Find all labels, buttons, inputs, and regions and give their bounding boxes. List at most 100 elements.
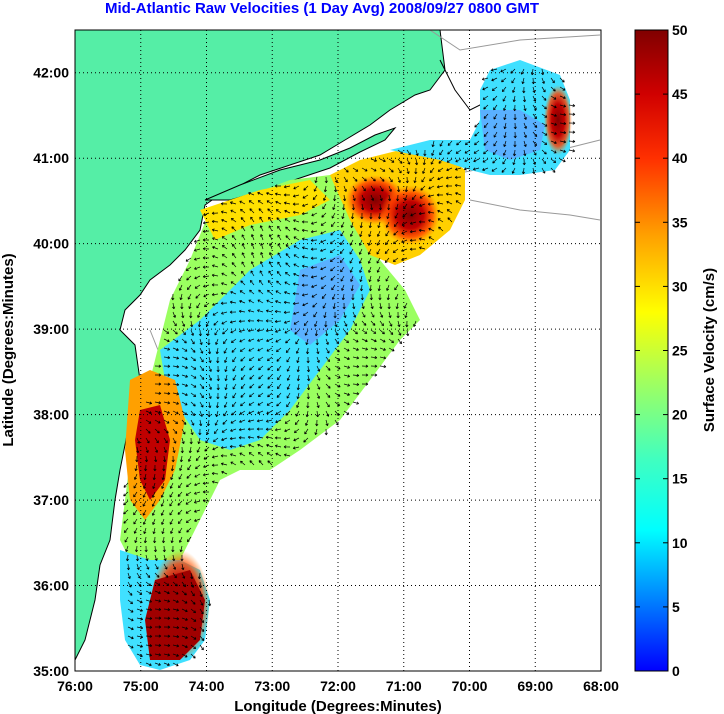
velocity-arrow (438, 158, 444, 164)
velocity-arrow (196, 446, 201, 453)
velocity-arrow (266, 299, 273, 304)
velocity-arrow (188, 446, 192, 454)
velocity-arrow (323, 311, 327, 319)
velocity-arrow (406, 329, 410, 337)
velocity-arrow (163, 329, 170, 334)
colorbar-gradient (634, 29, 669, 672)
velocity-arrow (295, 338, 300, 345)
velocity-arrow (186, 473, 192, 479)
velocity-arrow (179, 545, 183, 553)
velocity-arrow (393, 230, 399, 236)
velocity-arrow (190, 356, 196, 362)
velocity-arrow (160, 491, 165, 498)
velocity-arrow (388, 347, 395, 352)
velocity-arrow (320, 230, 327, 235)
velocity-arrow (194, 518, 201, 522)
velocity-arrow (171, 293, 175, 301)
velocity-arrow (439, 149, 444, 156)
velocity-arrow (154, 662, 161, 666)
velocity-arrow (194, 473, 201, 478)
velocity-arrow (513, 104, 517, 112)
velocity-arrow (163, 643, 171, 648)
velocity-arrow (145, 662, 152, 667)
velocity-arrow (151, 491, 156, 498)
velocity-arrow (221, 218, 228, 223)
velocity-arrow (195, 464, 201, 470)
velocity-arrow (197, 320, 202, 328)
velocity-arrow (293, 245, 300, 250)
velocity-arrow (194, 266, 201, 270)
velocity-arrow (202, 274, 210, 279)
velocity-arrow (240, 365, 246, 371)
velocity-arrow (419, 203, 426, 207)
colorbar-tick-label: 50 (672, 22, 688, 38)
velocity-arrow (352, 401, 360, 405)
velocity-arrow (431, 140, 435, 148)
velocity-arrow (482, 167, 489, 171)
velocity-arrow (257, 338, 264, 342)
velocity-arrow (169, 482, 174, 489)
velocity-arrow (239, 300, 246, 304)
velocity-arrow (324, 320, 328, 328)
velocity-arrow (436, 193, 444, 197)
velocity-arrow (275, 410, 282, 415)
velocity-arrow (293, 272, 300, 277)
velocity-arrow (332, 203, 336, 210)
velocity-arrow (215, 338, 219, 345)
velocity-arrow (248, 347, 255, 352)
velocity-arrow (144, 545, 148, 553)
velocity-arrow (306, 392, 310, 400)
velocity-arrow (463, 167, 471, 171)
velocity-arrow (361, 194, 366, 201)
velocity-arrow (409, 230, 417, 234)
velocity-arrow (221, 227, 228, 232)
velocity-arrow (550, 140, 557, 145)
velocity-arrow (464, 140, 471, 146)
velocity-arrow (248, 410, 255, 415)
velocity-arrow (190, 626, 197, 631)
velocity-arrow (550, 131, 557, 135)
velocity-arrow (285, 347, 291, 354)
velocity-arrow (172, 563, 177, 570)
velocity-arrow (231, 401, 237, 408)
velocity-arrow (333, 185, 338, 193)
velocity-arrow (203, 455, 210, 460)
velocity-arrow (359, 284, 364, 292)
velocity-arrow (513, 131, 517, 139)
velocity-arrow (294, 419, 300, 425)
velocity-arrow (207, 347, 212, 355)
velocity-arrow (522, 158, 526, 166)
velocity-arrow (293, 437, 300, 442)
velocity-arrow (396, 311, 400, 319)
velocity-arrow (220, 202, 228, 206)
velocity-arrow (343, 347, 350, 352)
velocity-arrow (208, 599, 212, 607)
velocity-arrow (316, 347, 320, 355)
velocity-arrow (296, 356, 300, 364)
velocity-arrow (249, 392, 255, 398)
velocity-arrow (388, 167, 394, 173)
velocity-arrow (161, 536, 166, 544)
velocity-arrow (206, 419, 211, 427)
velocity-arrow (258, 383, 264, 389)
velocity-arrow (163, 616, 171, 620)
velocity-arrow (324, 428, 328, 436)
velocity-arrow (293, 311, 300, 315)
velocity-arrow (361, 373, 369, 377)
velocity-arrow (196, 302, 201, 309)
velocity-arrow (339, 248, 345, 254)
velocity-arrow (284, 209, 291, 214)
velocity-arrow (154, 643, 162, 647)
velocity-arrow (361, 302, 365, 310)
velocity-arrow (181, 599, 188, 604)
velocity-arrow (361, 203, 365, 211)
velocity-arrow (220, 454, 228, 458)
velocity-arrow (379, 158, 386, 163)
velocity-arrow (133, 509, 138, 516)
velocity-arrow (241, 243, 246, 250)
velocity-arrow (387, 203, 391, 211)
velocity-arrow (367, 239, 372, 246)
velocity-arrow (268, 225, 273, 232)
velocity-arrow (190, 320, 194, 328)
